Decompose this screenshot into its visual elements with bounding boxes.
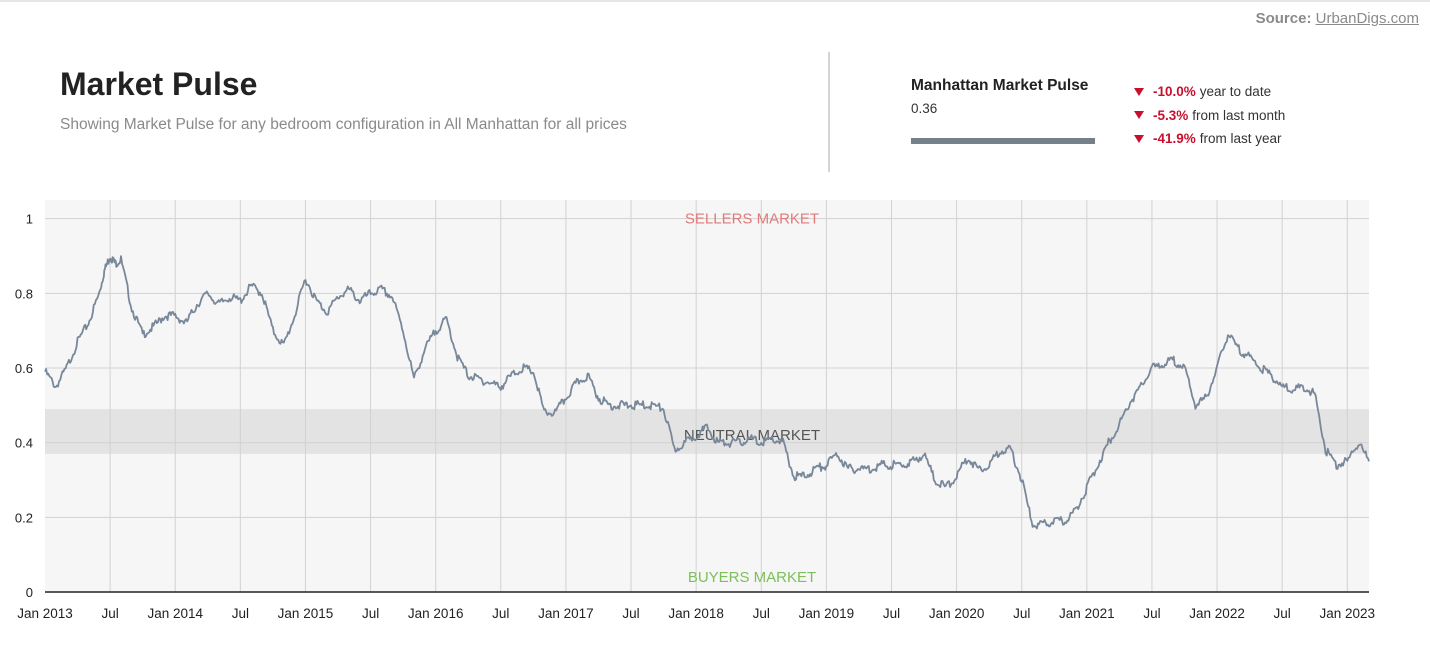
source-link[interactable]: UrbanDigs.com	[1315, 10, 1419, 27]
down-arrow-icon	[1134, 134, 1144, 143]
down-arrow-icon	[1134, 87, 1144, 96]
source-credit: Source: UrbanDigs.com	[1256, 10, 1419, 27]
y-tick-label: 0.2	[15, 510, 33, 525]
page-title: Market Pulse	[60, 66, 258, 102]
summary-title: Manhattan Market Pulse	[911, 77, 1089, 94]
source-label: Source:	[1255, 10, 1312, 27]
y-tick-label: 0.6	[15, 361, 33, 376]
summary-value: 0.36	[911, 101, 938, 116]
plot-background	[45, 200, 1369, 592]
down-arrow-icon	[1134, 111, 1144, 120]
x-tick-label: Jan 2018	[668, 606, 724, 621]
x-tick-label: Jul	[753, 606, 770, 621]
annotation-label: BUYERS MARKET	[688, 569, 816, 586]
x-tick-label: Jan 2022	[1189, 606, 1245, 621]
x-tick-label: Jan 2013	[17, 606, 73, 621]
change-value: -41.9%	[1153, 131, 1196, 147]
x-tick-label: Jul	[101, 606, 118, 621]
neutral-band	[45, 409, 1369, 454]
x-tick-label: Jul	[362, 606, 379, 621]
annotation-label: SELLERS MARKET	[685, 211, 819, 228]
vertical-divider	[828, 52, 830, 172]
top-border	[0, 0, 1430, 2]
x-tick-label: Jul	[883, 606, 900, 621]
x-tick-label: Jul	[1274, 606, 1291, 621]
change-value: -5.3%	[1153, 107, 1189, 123]
x-tick-label: Jan 2015	[278, 606, 334, 621]
market-pulse-chart[interactable]: 0 0.2 0.4 0.6 0.8 1 Jan 2013 Jul Jan 2014 Jul Jan …	[0, 185, 1430, 635]
change-label: from last month	[1192, 107, 1286, 123]
x-tick-label: Jul	[1143, 606, 1160, 621]
x-tick-label: Jan 2021	[1059, 606, 1115, 621]
x-tick-label: Jul	[1013, 606, 1030, 621]
x-tick-label: Jan 2014	[147, 606, 203, 621]
x-tick-label: Jul	[232, 606, 249, 621]
change-label: year to date	[1199, 84, 1272, 100]
change-month: -5.3% from last month	[1133, 104, 1285, 128]
x-tick-label: Jan 2020	[929, 606, 985, 621]
x-tick-label: Jul	[622, 606, 639, 621]
x-tick-label: Jul	[492, 606, 509, 621]
y-tick-label: 0.4	[15, 436, 33, 451]
change-label: from last year	[1199, 131, 1282, 147]
change-value: -10.0%	[1153, 84, 1196, 100]
x-tick-label: Jan 2019	[799, 606, 855, 621]
y-tick-label: 0	[26, 585, 33, 600]
x-tick-label: Jan 2016	[408, 606, 464, 621]
change-list: -10.0% year to date -5.3% from last mont…	[1133, 80, 1285, 151]
x-tick-label: Jan 2023	[1320, 606, 1376, 621]
series-line	[44, 255, 1370, 530]
y-tick-label: 1	[26, 212, 33, 227]
change-ytd: -10.0% year to date	[1133, 80, 1285, 104]
page-subtitle: Showing Market Pulse for any bedroom con…	[60, 116, 627, 133]
summary-value-bar	[911, 138, 1095, 144]
change-year: -41.9% from last year	[1133, 127, 1285, 151]
x-tick-label: Jan 2017	[538, 606, 594, 621]
y-tick-label: 0.8	[15, 286, 33, 301]
